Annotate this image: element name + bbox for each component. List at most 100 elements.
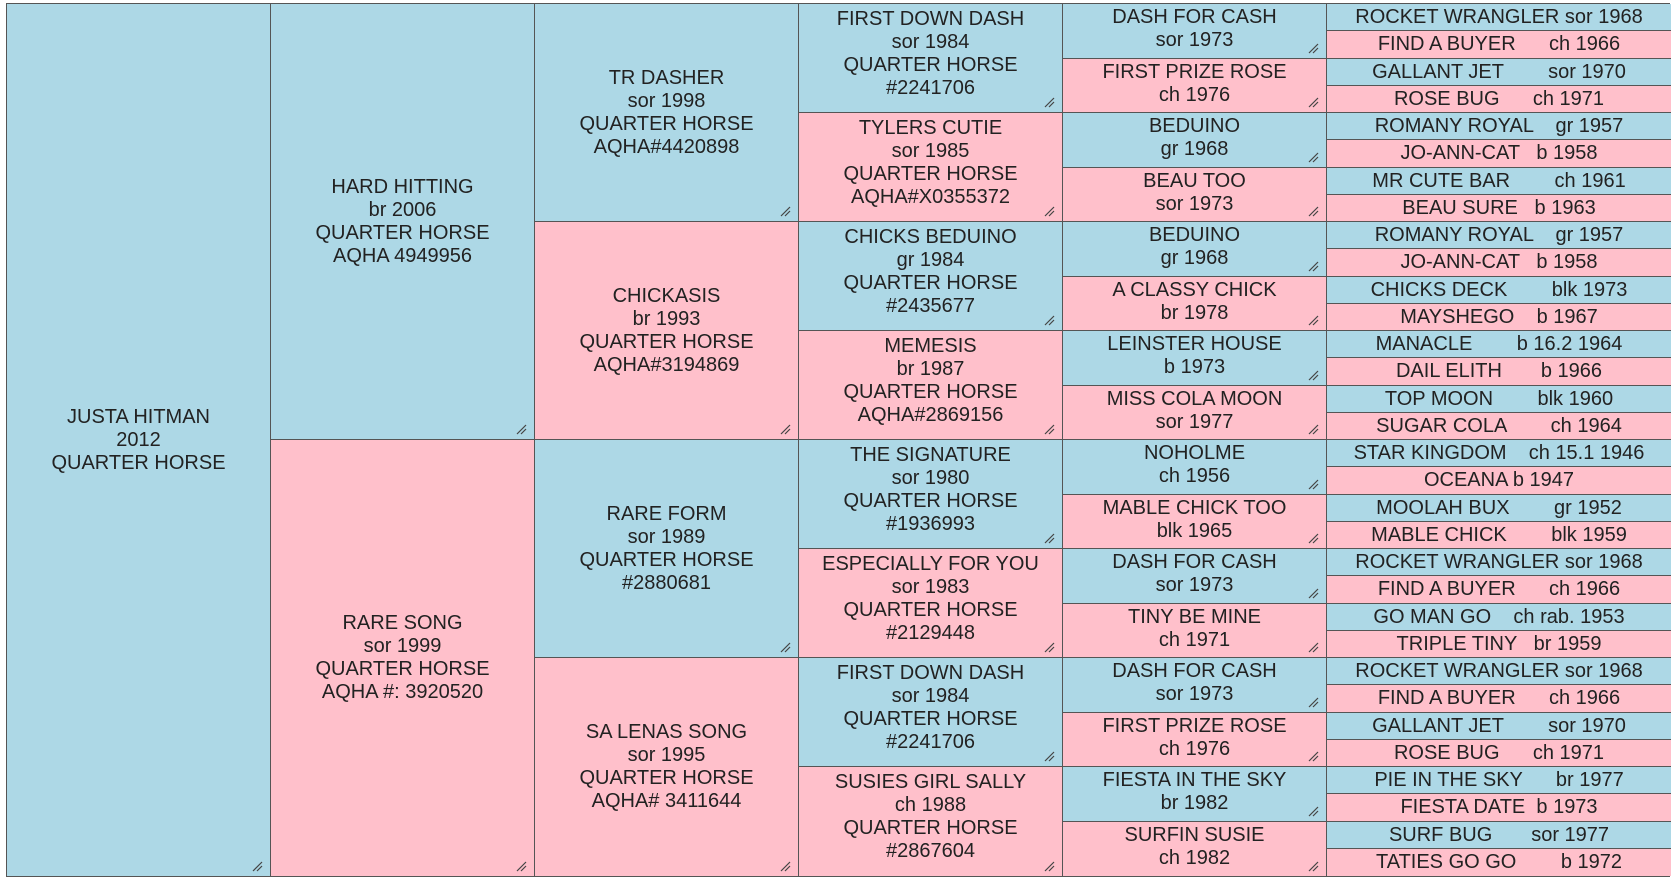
- resize-grip-icon[interactable]: [1044, 315, 1055, 326]
- resize-grip-icon[interactable]: [1308, 261, 1319, 272]
- gen6-horse-cell[interactable]: SURF BUG sor 1977: [1327, 821, 1671, 849]
- gen5-horse-cell[interactable]: DASH FOR CASH sor 1973: [1063, 658, 1327, 713]
- horse-color-year: b 1973: [1163, 356, 1226, 378]
- resize-grip-icon[interactable]: [780, 206, 791, 217]
- gen5-horse-cell[interactable]: TINY BE MINE ch 1971: [1063, 603, 1327, 658]
- gen6-horse-cell[interactable]: TRIPLE TINY br 1959: [1327, 630, 1671, 658]
- resize-grip-icon[interactable]: [516, 861, 527, 872]
- gen5-horse-cell[interactable]: MABLE CHICK TOO blk 1965: [1063, 494, 1327, 549]
- gen6-horse-cell[interactable]: ROSE BUG ch 1971: [1327, 739, 1671, 767]
- gen4-horse-cell[interactable]: MEMESIS br 1987 QUARTER HORSE AQHA#2869156: [799, 331, 1063, 440]
- gen6-horse-cell[interactable]: MR CUTE BAR ch 1961: [1327, 167, 1671, 195]
- gen6-horse-cell[interactable]: GO MAN GO ch rab. 1953: [1327, 603, 1671, 631]
- gen6-horse-cell[interactable]: ROMANY ROYAL gr 1957: [1327, 113, 1671, 141]
- gen6-horse-cell[interactable]: MABLE CHICK blk 1959: [1327, 521, 1671, 549]
- resize-grip-icon[interactable]: [1308, 533, 1319, 544]
- resize-grip-icon[interactable]: [1308, 806, 1319, 817]
- horse-name: A CLASSY CHICK: [1112, 278, 1277, 301]
- gen6-horse-cell[interactable]: ROCKET WRANGLER sor 1968: [1327, 549, 1671, 577]
- gen6-horse-cell[interactable]: SUGAR COLA ch 1964: [1327, 412, 1671, 440]
- resize-grip-icon[interactable]: [1044, 533, 1055, 544]
- resize-grip-icon[interactable]: [252, 861, 263, 872]
- gen6-horse-cell[interactable]: ROCKET WRANGLER sor 1968: [1327, 658, 1671, 686]
- gen6-horse-cell[interactable]: FIESTA DATE b 1973: [1327, 794, 1671, 822]
- gen6-horse-cell[interactable]: DAIL ELITH b 1966: [1327, 358, 1671, 386]
- gen5-horse-cell[interactable]: A CLASSY CHICK br 1978: [1063, 276, 1327, 331]
- horse-color-year: sor 1995: [627, 744, 706, 766]
- resize-grip-icon[interactable]: [1308, 642, 1319, 653]
- gen6-horse-cell[interactable]: TATIES GO GO b 1972: [1327, 848, 1671, 876]
- resize-grip-icon[interactable]: [1308, 588, 1319, 599]
- gen6-horse-cell[interactable]: MANACLE b 16.2 1964: [1327, 331, 1671, 359]
- resize-grip-icon[interactable]: [1044, 97, 1055, 108]
- horse-name-color-year: BEAU SURE b 1963: [1402, 196, 1596, 219]
- subject-horse-cell[interactable]: JUSTA HITMAN 2012 QUARTER HORSE: [7, 4, 271, 876]
- horse-color-year: sor 1983: [891, 576, 970, 598]
- resize-grip-icon[interactable]: [1308, 370, 1319, 381]
- gen4-horse-cell[interactable]: THE SIGNATURE sor 1980 QUARTER HORSE #19369…: [799, 440, 1063, 549]
- gen5-horse-cell[interactable]: BEDUINO gr 1968: [1063, 113, 1327, 168]
- gen5-horse-cell[interactable]: DASH FOR CASH sor 1973: [1063, 549, 1327, 604]
- resize-grip-icon[interactable]: [1308, 697, 1319, 708]
- gen6-horse-cell[interactable]: ROMANY ROYAL gr 1957: [1327, 222, 1671, 250]
- gen5-horse-cell[interactable]: BEDUINO gr 1968: [1063, 222, 1327, 277]
- resize-grip-icon[interactable]: [516, 424, 527, 435]
- resize-grip-icon[interactable]: [1308, 152, 1319, 163]
- resize-grip-icon[interactable]: [1308, 751, 1319, 762]
- gen5-horse-cell[interactable]: SURFIN SUSIE ch 1982: [1063, 821, 1327, 876]
- gen6-horse-cell[interactable]: JO-ANN-CAT b 1958: [1327, 249, 1671, 277]
- gen3-horse-cell[interactable]: TR DASHER sor 1998 QUARTER HORSE AQHA#44208…: [535, 4, 799, 222]
- gen5-horse-cell[interactable]: NOHOLME ch 1956: [1063, 440, 1327, 495]
- gen6-horse-cell[interactable]: GALLANT JET sor 1970: [1327, 712, 1671, 740]
- resize-grip-icon[interactable]: [1044, 642, 1055, 653]
- gen6-horse-cell[interactable]: FIND A BUYER ch 1966: [1327, 576, 1671, 604]
- horse-color-year: 2012: [116, 428, 161, 451]
- gen6-horse-cell[interactable]: JO-ANN-CAT b 1958: [1327, 140, 1671, 168]
- gen5-horse-cell[interactable]: DASH FOR CASH sor 1973: [1063, 4, 1327, 59]
- resize-grip-icon[interactable]: [780, 642, 791, 653]
- gen5-horse-cell[interactable]: LEINSTER HOUSE b 1973: [1063, 331, 1327, 386]
- resize-grip-icon[interactable]: [1308, 424, 1319, 435]
- resize-grip-icon[interactable]: [780, 861, 791, 872]
- gen3-horse-cell[interactable]: SA LENAS SONG sor 1995 QUARTER HORSE AQHA# …: [535, 658, 799, 876]
- gen6-horse-cell[interactable]: FIND A BUYER ch 1966: [1327, 685, 1671, 713]
- gen2-horse-cell[interactable]: HARD HITTING br 2006 QUARTER HORSE AQHA 494…: [271, 4, 535, 440]
- gen6-horse-cell[interactable]: ROSE BUG ch 1971: [1327, 85, 1671, 113]
- gen6-horse-cell[interactable]: FIND A BUYER ch 1966: [1327, 31, 1671, 59]
- resize-grip-icon[interactable]: [1044, 861, 1055, 872]
- gen4-horse-cell[interactable]: ESPECIALLY FOR YOU sor 1983 QUARTER HORSE #…: [799, 549, 1063, 658]
- gen3-horse-cell[interactable]: RARE FORM sor 1989 QUARTER HORSE #2880681: [535, 440, 799, 658]
- resize-grip-icon[interactable]: [1308, 315, 1319, 326]
- gen4-horse-cell[interactable]: FIRST DOWN DASH sor 1984 QUARTER HORSE #224…: [799, 4, 1063, 113]
- resize-grip-icon[interactable]: [1044, 206, 1055, 217]
- gen6-horse-cell[interactable]: BEAU SURE b 1963: [1327, 194, 1671, 222]
- gen5-horse-cell[interactable]: FIESTA IN THE SKY br 1982: [1063, 767, 1327, 822]
- resize-grip-icon[interactable]: [1044, 424, 1055, 435]
- gen4-horse-cell[interactable]: CHICKS BEDUINO gr 1984 QUARTER HORSE #24356…: [799, 222, 1063, 331]
- resize-grip-icon[interactable]: [1308, 43, 1319, 54]
- gen6-horse-cell[interactable]: PIE IN THE SKY br 1977: [1327, 767, 1671, 795]
- gen6-horse-cell[interactable]: CHICKS DECK blk 1973: [1327, 276, 1671, 304]
- gen6-horse-cell[interactable]: MAYSHEGO b 1967: [1327, 303, 1671, 331]
- gen5-horse-cell[interactable]: FIRST PRIZE ROSE ch 1976: [1063, 712, 1327, 767]
- resize-grip-icon[interactable]: [1308, 206, 1319, 217]
- gen5-horse-cell[interactable]: BEAU TOO sor 1973: [1063, 167, 1327, 222]
- resize-grip-icon[interactable]: [1308, 479, 1319, 490]
- resize-grip-icon[interactable]: [1308, 861, 1319, 872]
- gen2-horse-cell[interactable]: RARE SONG sor 1999 QUARTER HORSE AQHA #: 39…: [271, 440, 535, 876]
- gen6-horse-cell[interactable]: ROCKET WRANGLER sor 1968: [1327, 4, 1671, 32]
- gen3-horse-cell[interactable]: CHICKASIS br 1993 QUARTER HORSE AQHA#319486…: [535, 222, 799, 440]
- gen5-horse-cell[interactable]: FIRST PRIZE ROSE ch 1976: [1063, 58, 1327, 113]
- gen6-horse-cell[interactable]: STAR KINGDOM ch 15.1 1946: [1327, 440, 1671, 468]
- gen4-horse-cell[interactable]: SUSIES GIRL SALLY ch 1988 QUARTER HORSE #28…: [799, 767, 1063, 876]
- gen4-horse-cell[interactable]: FIRST DOWN DASH sor 1984 QUARTER HORSE #224…: [799, 658, 1063, 767]
- gen6-horse-cell[interactable]: GALLANT JET sor 1970: [1327, 58, 1671, 86]
- resize-grip-icon[interactable]: [1308, 97, 1319, 108]
- resize-grip-icon[interactable]: [780, 424, 791, 435]
- gen6-horse-cell[interactable]: OCEANA b 1947: [1327, 467, 1671, 495]
- gen6-horse-cell[interactable]: MOOLAH BUX gr 1952: [1327, 494, 1671, 522]
- gen5-horse-cell[interactable]: MISS COLA MOON sor 1977: [1063, 385, 1327, 440]
- gen6-horse-cell[interactable]: TOP MOON blk 1960: [1327, 385, 1671, 413]
- resize-grip-icon[interactable]: [1044, 751, 1055, 762]
- gen4-horse-cell[interactable]: TYLERS CUTIE sor 1985 QUARTER HORSE AQHA#X0…: [799, 113, 1063, 222]
